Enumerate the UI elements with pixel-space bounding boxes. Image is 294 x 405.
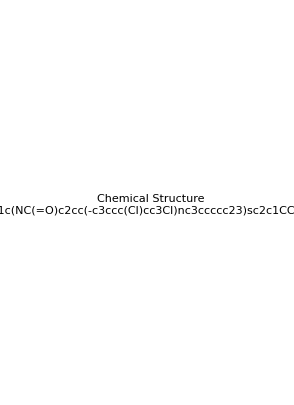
Text: Chemical Structure
N#Cc1c(NC(=O)c2cc(-c3ccc(Cl)cc3Cl)nc3ccccc23)sc2c1CCCCCC2: Chemical Structure N#Cc1c(NC(=O)c2cc(-c3… bbox=[0, 194, 294, 215]
